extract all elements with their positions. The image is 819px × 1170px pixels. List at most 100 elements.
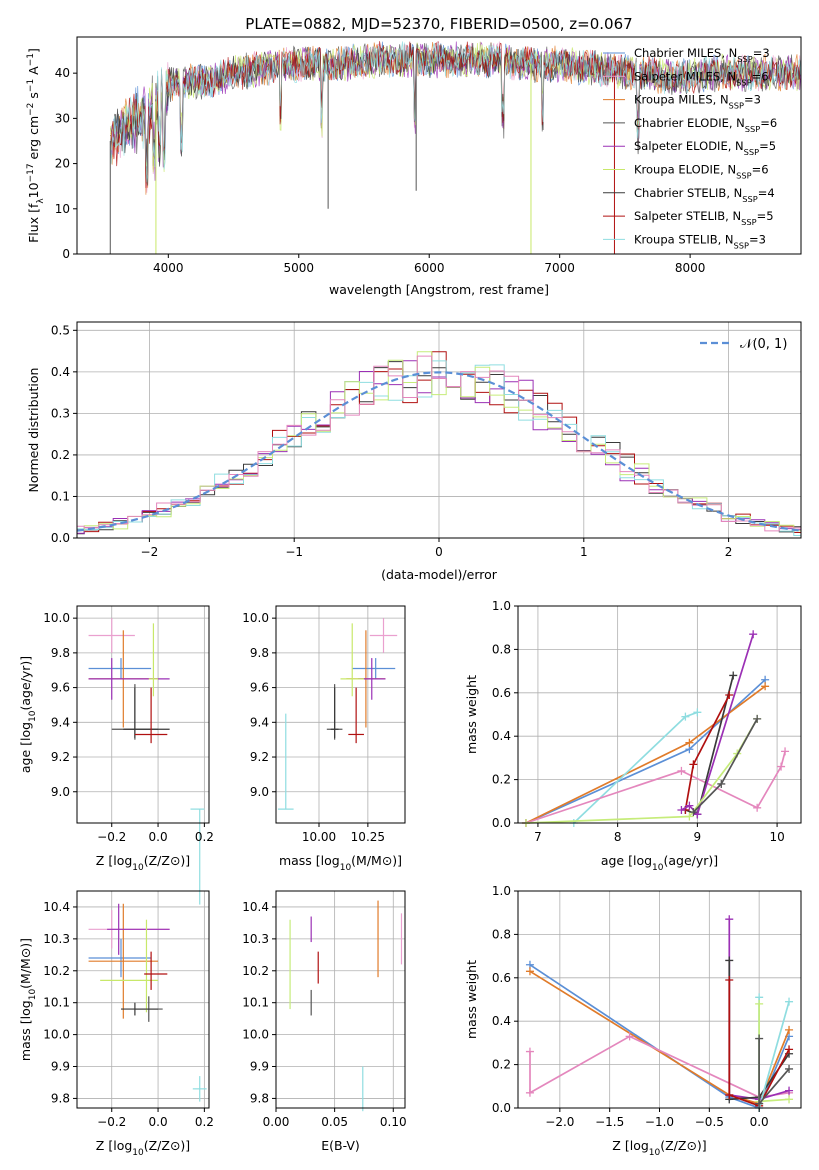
x-tick-label: −1.0 [645,1115,674,1129]
label-part: =3 [753,46,770,60]
errorbar-point [348,687,364,744]
weight-marker [753,714,762,723]
x-axis-label: Z [log10(Z/Z⊙)] [96,853,190,873]
label-part: log [18,1000,33,1019]
label-part: SSP [744,147,759,157]
y-tick-label: 0.0 [51,531,70,545]
label-part: 10 [340,863,352,873]
label-part: log [633,853,652,868]
label-part: Kroupa MILES, N [634,93,729,107]
spectrum-series [109,41,801,189]
y-tick-label: 0.2 [492,1058,511,1072]
errorbar-point [190,808,205,905]
weight-series [728,980,790,1107]
spectrum-series [109,42,801,184]
legend-entry: Chabrier MILES, NSSP=3 [634,46,770,64]
weight-marker [753,803,762,812]
y-axis-label: Flux [fλ10−17 erg cm−2 s−1 A−1] [26,48,46,243]
weight-marker [725,915,734,924]
label-part: Salpeter MILES, N [634,69,736,83]
label-part: log [113,853,132,868]
label-part: (Z/Z⊙)] [144,853,190,868]
x-tick-label: 10.00 [302,830,336,844]
errorbar-point [88,938,152,978]
weight-marker [785,997,794,1006]
y-tick-label: 0.6 [492,686,511,700]
axes-frame [76,890,210,1109]
weight-marker [693,708,702,717]
y-tick-label: 1.0 [492,599,511,613]
legend-entry: Salpeter MILES, NSSP=6 [634,69,769,87]
label-part: =3 [749,232,766,246]
weight-marker [685,801,694,810]
y-tick-label: 0.4 [492,1014,511,1028]
label-part: (age/yr)] [18,656,33,711]
weight-marker [755,1034,764,1043]
label-part: ] [26,48,41,53]
label-part: 10 [26,182,41,198]
x-tick-label: −1 [285,545,303,559]
weight-marker [677,805,686,814]
label-part: =6 [760,116,777,130]
z_mass-panel: −0.2 0.0 0.29.89.910.010.110.210.310.4Z [l… [18,890,214,1158]
weight-marker [729,671,738,680]
weight-marker [755,999,764,1008]
label-part: −1 [26,53,36,66]
y-tick-label: 10.0 [43,1028,70,1042]
weight-marker [525,1047,534,1056]
label-part: =4 [758,186,775,200]
weight-marker [785,1045,794,1054]
x-tick-label: 0.10 [380,1115,407,1129]
normal-curve [77,371,801,532]
y-axis-label: Normed distribution [26,368,41,493]
errorbar-point [107,903,170,955]
errorbar-point [88,658,152,679]
axes-frame [275,605,406,824]
weight-marker [725,956,734,965]
y-tick-label: 0.4 [492,729,511,743]
legend-entry: Kroupa STELIB, NSSP=3 [634,232,766,250]
axes-frame [517,605,802,824]
weight-marker [689,808,698,817]
y-tick-label: 0.2 [51,448,70,462]
y-tick-label: 9.2 [51,750,70,764]
y-tick-label: 0.4 [51,365,70,379]
label-part: SSP [742,194,757,204]
weight-marker [525,967,534,976]
y-tick-label: 0.0 [492,1101,511,1115]
errorbar-point [148,623,159,697]
x-axis-label: Z [log10(Z/Z⊙)] [612,1138,706,1158]
label-part: 10 [649,1148,661,1158]
label-part: (M/M⊙)] [351,853,402,868]
x-tick-label: 1 [580,545,588,559]
weight-marker [755,1099,764,1108]
spectrum-series [109,41,801,183]
x-tick-label: 0.2 [195,830,214,844]
y-tick-label: 10.4 [242,900,269,914]
x-tick-label: 7 [534,830,542,844]
mass_age-panel: 10.00 10.25 9.0 9.2 9.4 9.6 9.8 10.0 mass [log10… [242,605,406,873]
weight-marker [717,779,726,788]
weight-marker [725,1090,734,1099]
x-tick-label: 0.2 [195,1115,214,1129]
x-tick-label: −0.2 [97,1115,126,1129]
histogram-series [77,351,801,532]
weight-marker [689,760,698,769]
errorbar-point [340,623,364,697]
axes-frame [76,605,210,824]
label-part: SSP [745,124,760,134]
weight-marker [685,738,694,747]
x-axis-label: mass [log10(M/M⊙)] [279,853,402,873]
x-tick-label: 8 [614,830,622,844]
y-tick-label: 9.8 [250,646,269,660]
y-tick-label: 40 [55,66,70,80]
y-tick-label: 30 [55,111,70,125]
histograms [77,351,801,536]
label-part: log [18,722,33,741]
errorbar-point [277,713,294,810]
label-part: (M/M⊙)] [18,938,33,989]
weight-marker [777,762,786,771]
weight-marker [749,630,758,639]
label-part: 10 [132,1148,144,1158]
